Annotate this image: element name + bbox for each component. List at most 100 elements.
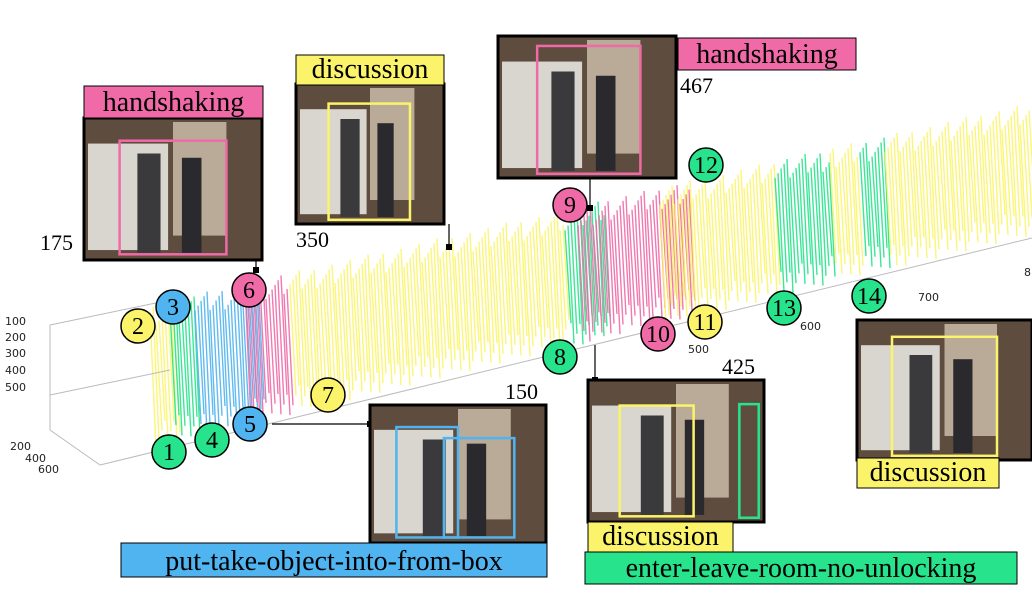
activity-label: enter-leave-room-no-unlocking (626, 553, 977, 584)
track-id: 11 (693, 310, 716, 336)
band-stroke (789, 177, 797, 284)
band-stroke (1013, 110, 1021, 227)
person (909, 355, 933, 453)
band-stroke (911, 132, 919, 258)
band-stroke (971, 130, 979, 243)
band-stroke (737, 174, 745, 282)
band-stroke (487, 227, 495, 354)
band-stroke (798, 163, 806, 284)
person (181, 157, 202, 253)
label-box (587, 521, 734, 553)
band-stroke (674, 203, 682, 307)
band-stroke (828, 162, 836, 277)
band-stroke (995, 115, 1003, 225)
activity-label: handshaking (696, 39, 838, 70)
band-stroke (209, 309, 217, 436)
band-stroke (783, 163, 791, 273)
frame-number: 175 (40, 230, 73, 255)
band-stroke (871, 156, 879, 248)
track-id-circle (194, 422, 230, 458)
band-stroke (280, 275, 288, 395)
connector-end (253, 267, 259, 273)
band-stroke (816, 158, 824, 286)
band-stroke (573, 216, 581, 325)
timeline-band (149, 106, 1032, 450)
video-frame (82, 116, 264, 262)
band-stroke (613, 214, 621, 335)
label-box (677, 37, 857, 71)
band-stroke (328, 269, 336, 390)
axis-tick-label: 400 (25, 452, 46, 465)
track-id: 9 (564, 193, 576, 219)
label-box (83, 85, 264, 119)
track-id-circle (851, 278, 887, 314)
band-stroke (532, 226, 540, 328)
bounding-box (890, 335, 999, 458)
connector-end (446, 244, 452, 250)
frame-number: 350 (296, 227, 329, 252)
band-stroke (564, 230, 572, 324)
band-stroke (331, 264, 339, 380)
band-stroke (298, 270, 306, 397)
track-id-circle (151, 434, 187, 470)
band-stroke (677, 199, 685, 297)
axis-line (49, 369, 171, 396)
band-stroke (379, 258, 387, 374)
band-stroke (433, 243, 441, 379)
band-stroke (628, 214, 636, 316)
band-stroke (749, 178, 757, 303)
band-stroke (770, 168, 778, 295)
band-stroke (271, 289, 279, 395)
band-stroke (665, 194, 673, 306)
band-stroke (607, 201, 615, 324)
band-stroke (683, 189, 691, 308)
band-stroke (547, 226, 555, 339)
band-stroke (795, 167, 803, 264)
band-stroke (520, 222, 528, 337)
track-id-circle (310, 377, 346, 413)
band-stroke (1016, 106, 1024, 217)
band-stroke (1010, 115, 1018, 236)
band-stroke (499, 232, 507, 345)
band-stroke (884, 151, 892, 255)
label-box (120, 542, 548, 578)
video-frame (496, 34, 678, 180)
activity-label: handshaking (103, 87, 245, 118)
axis-tick-label: 8 (1024, 266, 1031, 279)
band-stroke (577, 225, 585, 332)
band-stroke (535, 221, 543, 348)
band-stroke (710, 193, 718, 310)
band-stroke (914, 150, 922, 248)
band-stroke (382, 253, 390, 364)
band-stroke (992, 120, 1000, 235)
person (377, 123, 394, 217)
band-stroke (215, 300, 223, 416)
axis-tick-label: 600 (800, 320, 821, 333)
band-stroke (968, 135, 976, 223)
band-stroke (194, 310, 202, 424)
band-stroke (181, 315, 189, 417)
band-stroke (588, 215, 596, 336)
band-stroke (517, 226, 525, 346)
band-stroke (475, 246, 483, 363)
band-stroke (481, 237, 489, 343)
band-stroke (959, 126, 967, 252)
band-stroke (484, 232, 492, 363)
band-stroke (746, 183, 754, 283)
band-stroke (998, 111, 1006, 215)
band-stroke (460, 247, 468, 351)
band-stroke (686, 185, 694, 298)
band-stroke (178, 319, 186, 426)
track-id: 6 (243, 278, 255, 304)
band-stroke (583, 215, 591, 342)
activity-label: discussion (312, 54, 429, 85)
band-stroke (155, 325, 163, 431)
band-stroke (203, 296, 211, 425)
band-stroke (956, 130, 964, 232)
track-id: 5 (244, 412, 256, 438)
band-stroke (689, 180, 697, 318)
band-stroke (164, 311, 172, 432)
band-stroke (640, 195, 648, 307)
band-stroke (409, 257, 417, 367)
